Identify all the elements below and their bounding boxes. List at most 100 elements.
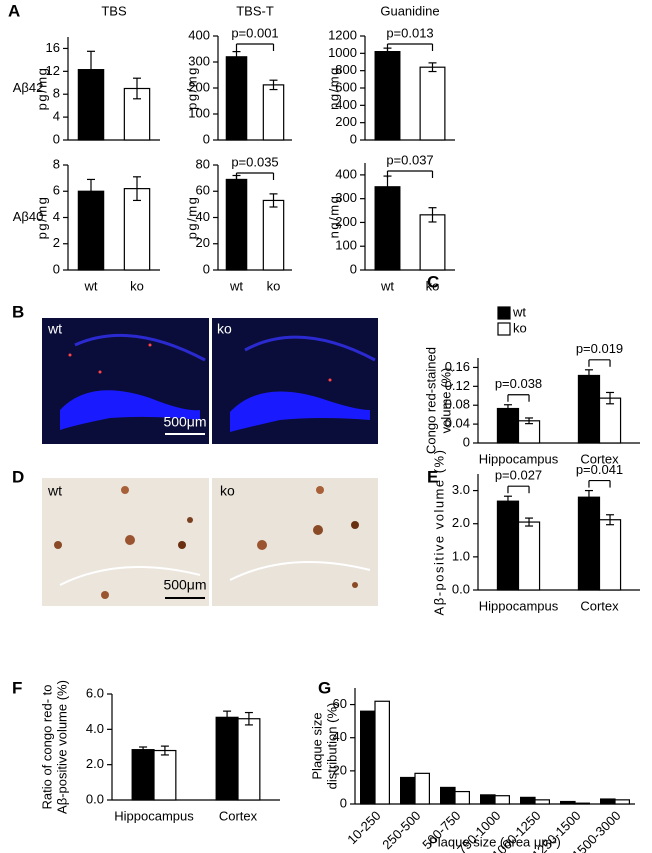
y-tick-label: 0.16 (445, 359, 470, 374)
bar (374, 50, 401, 141)
panel-label: D (12, 467, 24, 486)
y-tick-label: 0 (53, 261, 60, 276)
y-tick-label: 8 (53, 156, 60, 171)
bar (577, 496, 601, 591)
y-tick-label: 300 (188, 53, 210, 68)
y-axis-label: Aβ-positive volume (%) (431, 449, 446, 616)
x-tick-label: 250-500 (379, 808, 423, 852)
x-tick-label: Cortex (580, 598, 619, 613)
bar (225, 178, 248, 271)
image-label: wt (47, 483, 62, 499)
bar (574, 802, 590, 805)
bar (374, 186, 401, 271)
y-tick-label: 60 (196, 183, 210, 198)
y-tick-label: 600 (335, 79, 357, 94)
y-tick-label: 20 (196, 235, 210, 250)
bar (131, 749, 155, 801)
bar (153, 749, 177, 801)
chart-title: Guanidine (380, 3, 439, 18)
panel-label: C (427, 272, 439, 291)
chart-title: TBS-T (236, 3, 274, 18)
y-tick-label: 1200 (328, 27, 357, 42)
y-tick-label: 2 (53, 235, 60, 250)
legend-label: ko (513, 320, 527, 335)
y-tick-label: 0.0 (86, 791, 104, 806)
x-tick-label: ko (426, 278, 440, 293)
y-tick-label: 12 (46, 63, 60, 78)
chart-title: TBS (101, 3, 127, 18)
p-value: p=0.001 (231, 25, 278, 40)
bar (599, 798, 616, 805)
y-tick-label: 20 (333, 762, 347, 777)
y-tick-label: 2.0 (86, 756, 104, 771)
bar (517, 521, 541, 591)
x-tick-label: 10-250 (344, 808, 383, 847)
panel-label: A (8, 1, 20, 20)
image-label: wt (47, 321, 62, 337)
y-tick-label: 200 (188, 79, 210, 94)
bar (598, 397, 622, 444)
bar (454, 790, 470, 805)
bar (237, 718, 261, 801)
y-tick-label: 800 (335, 62, 357, 77)
panel-label: B (12, 302, 24, 321)
y-tick-label: 0 (340, 795, 347, 810)
y-tick-label: 4 (53, 209, 60, 224)
y-axis-label: Aβ-positive volume (%) (54, 680, 69, 814)
y-tick-label: 400 (335, 166, 357, 181)
legend-swatch (497, 322, 511, 336)
y-tick-label: 3.0 (452, 482, 470, 497)
scale-bar-label: 500μm (163, 414, 206, 430)
x-tick-label: wt (84, 278, 98, 293)
y-tick-label: 0 (53, 131, 60, 146)
y-tick-label: 0.04 (445, 416, 470, 431)
y-tick-label: 0 (463, 434, 470, 449)
y-tick-label: 100 (188, 105, 210, 120)
x-tick-label: Hippocampus (479, 451, 559, 466)
y-tick-label: 40 (196, 209, 210, 224)
y-tick-label: 2.0 (452, 515, 470, 530)
bar (262, 84, 285, 141)
bar (440, 786, 456, 805)
x-tick-label: Hippocampus (114, 808, 194, 823)
bar (215, 716, 239, 801)
x-axis-label: Plaque size (area μm²) (429, 834, 561, 849)
y-tick-label: 0.08 (445, 397, 470, 412)
y-tick-label: 80 (196, 156, 210, 171)
legend-label: wt (512, 304, 526, 319)
y-tick-label: 6.0 (86, 685, 104, 700)
y-axis-label: pg/mg (34, 196, 49, 240)
y-axis-label: Plaque size (309, 712, 324, 779)
bar (419, 66, 446, 141)
bar (519, 796, 536, 805)
bar (559, 800, 576, 805)
row-label: Aβ40 (13, 209, 44, 224)
y-tick-label: 0 (350, 131, 357, 146)
p-value: p=0.035 (231, 154, 278, 169)
bar (496, 500, 520, 591)
p-value: p=0.038 (495, 376, 542, 391)
bar (225, 56, 248, 141)
y-axis-label: pg/mg (34, 67, 49, 111)
bar (77, 190, 105, 271)
row-label: Aβ42 (13, 80, 44, 95)
scale-bar-label: 500μm (163, 577, 206, 593)
x-tick-label: ko (267, 278, 281, 293)
y-axis-label: ng/mg (326, 66, 341, 110)
y-tick-label: 200 (335, 214, 357, 229)
bar (414, 772, 430, 805)
y-tick-label: 1.0 (452, 548, 470, 563)
y-tick-label: 0 (203, 261, 210, 276)
y-tick-label: 300 (335, 190, 357, 205)
p-value: p=0.041 (576, 462, 623, 477)
bar (577, 374, 601, 444)
image-label: ko (220, 483, 235, 499)
x-tick-label: wt (380, 278, 394, 293)
histology-image: wt ko 500μm (42, 478, 378, 606)
p-value: p=0.019 (576, 341, 623, 356)
y-axis-label: distribution (%) (324, 703, 339, 790)
y-tick-label: 4 (53, 109, 60, 124)
legend-swatch (497, 306, 511, 320)
p-value: p=0.013 (386, 25, 433, 40)
